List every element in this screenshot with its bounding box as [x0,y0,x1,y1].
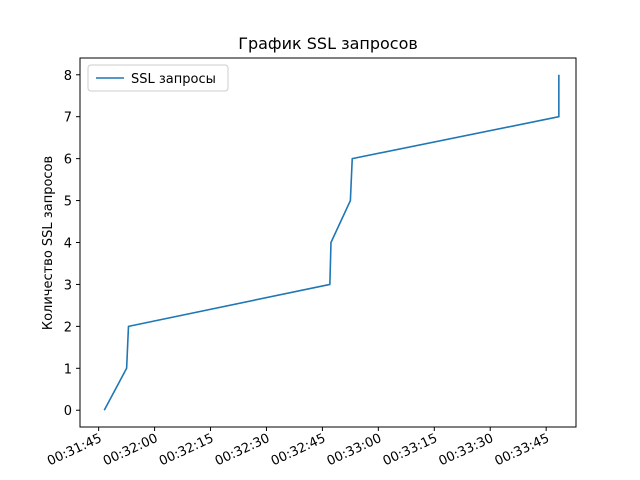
plot-frame [79,57,577,428]
x-tick-label: 00:32:30 [213,431,272,469]
x-tick-label: 00:33:30 [437,431,496,469]
y-tick-label: 7 [64,111,72,126]
series-lines [103,74,560,411]
x-tick-label: 00:33:00 [325,431,384,469]
y-tick-label: 8 [64,69,72,84]
y-tick-label: 1 [64,362,72,377]
x-tick-label: 00:31:45 [45,431,104,469]
y-axis-ticks: 0 1 2 3 4 5 6 7 8 [64,69,80,419]
y-tick-label: 3 [64,278,72,293]
y-tick-label: 0 [64,404,72,419]
y-tick-label: 6 [64,153,72,168]
y-axis-label: Количество SSL запросов [41,156,56,330]
x-tick-label: 00:32:45 [269,431,328,469]
y-tick-label: 2 [64,320,72,335]
x-axis-ticks: 00:31:4500:32:0000:32:1500:32:3000:32:45… [45,427,552,469]
chart-title: График SSL запросов [238,34,418,53]
x-tick-label: 00:32:00 [101,431,160,469]
x-tick-label: 00:33:15 [381,431,440,469]
legend: SSL запросы [87,64,229,92]
x-tick-label: 00:33:45 [493,431,552,469]
y-tick-label: 4 [64,237,72,252]
legend-box [87,64,229,92]
series-line [103,74,560,411]
legend-label: SSL запросы [131,72,216,87]
x-tick-label: 00:32:15 [157,431,216,469]
y-tick-label: 5 [64,195,72,210]
